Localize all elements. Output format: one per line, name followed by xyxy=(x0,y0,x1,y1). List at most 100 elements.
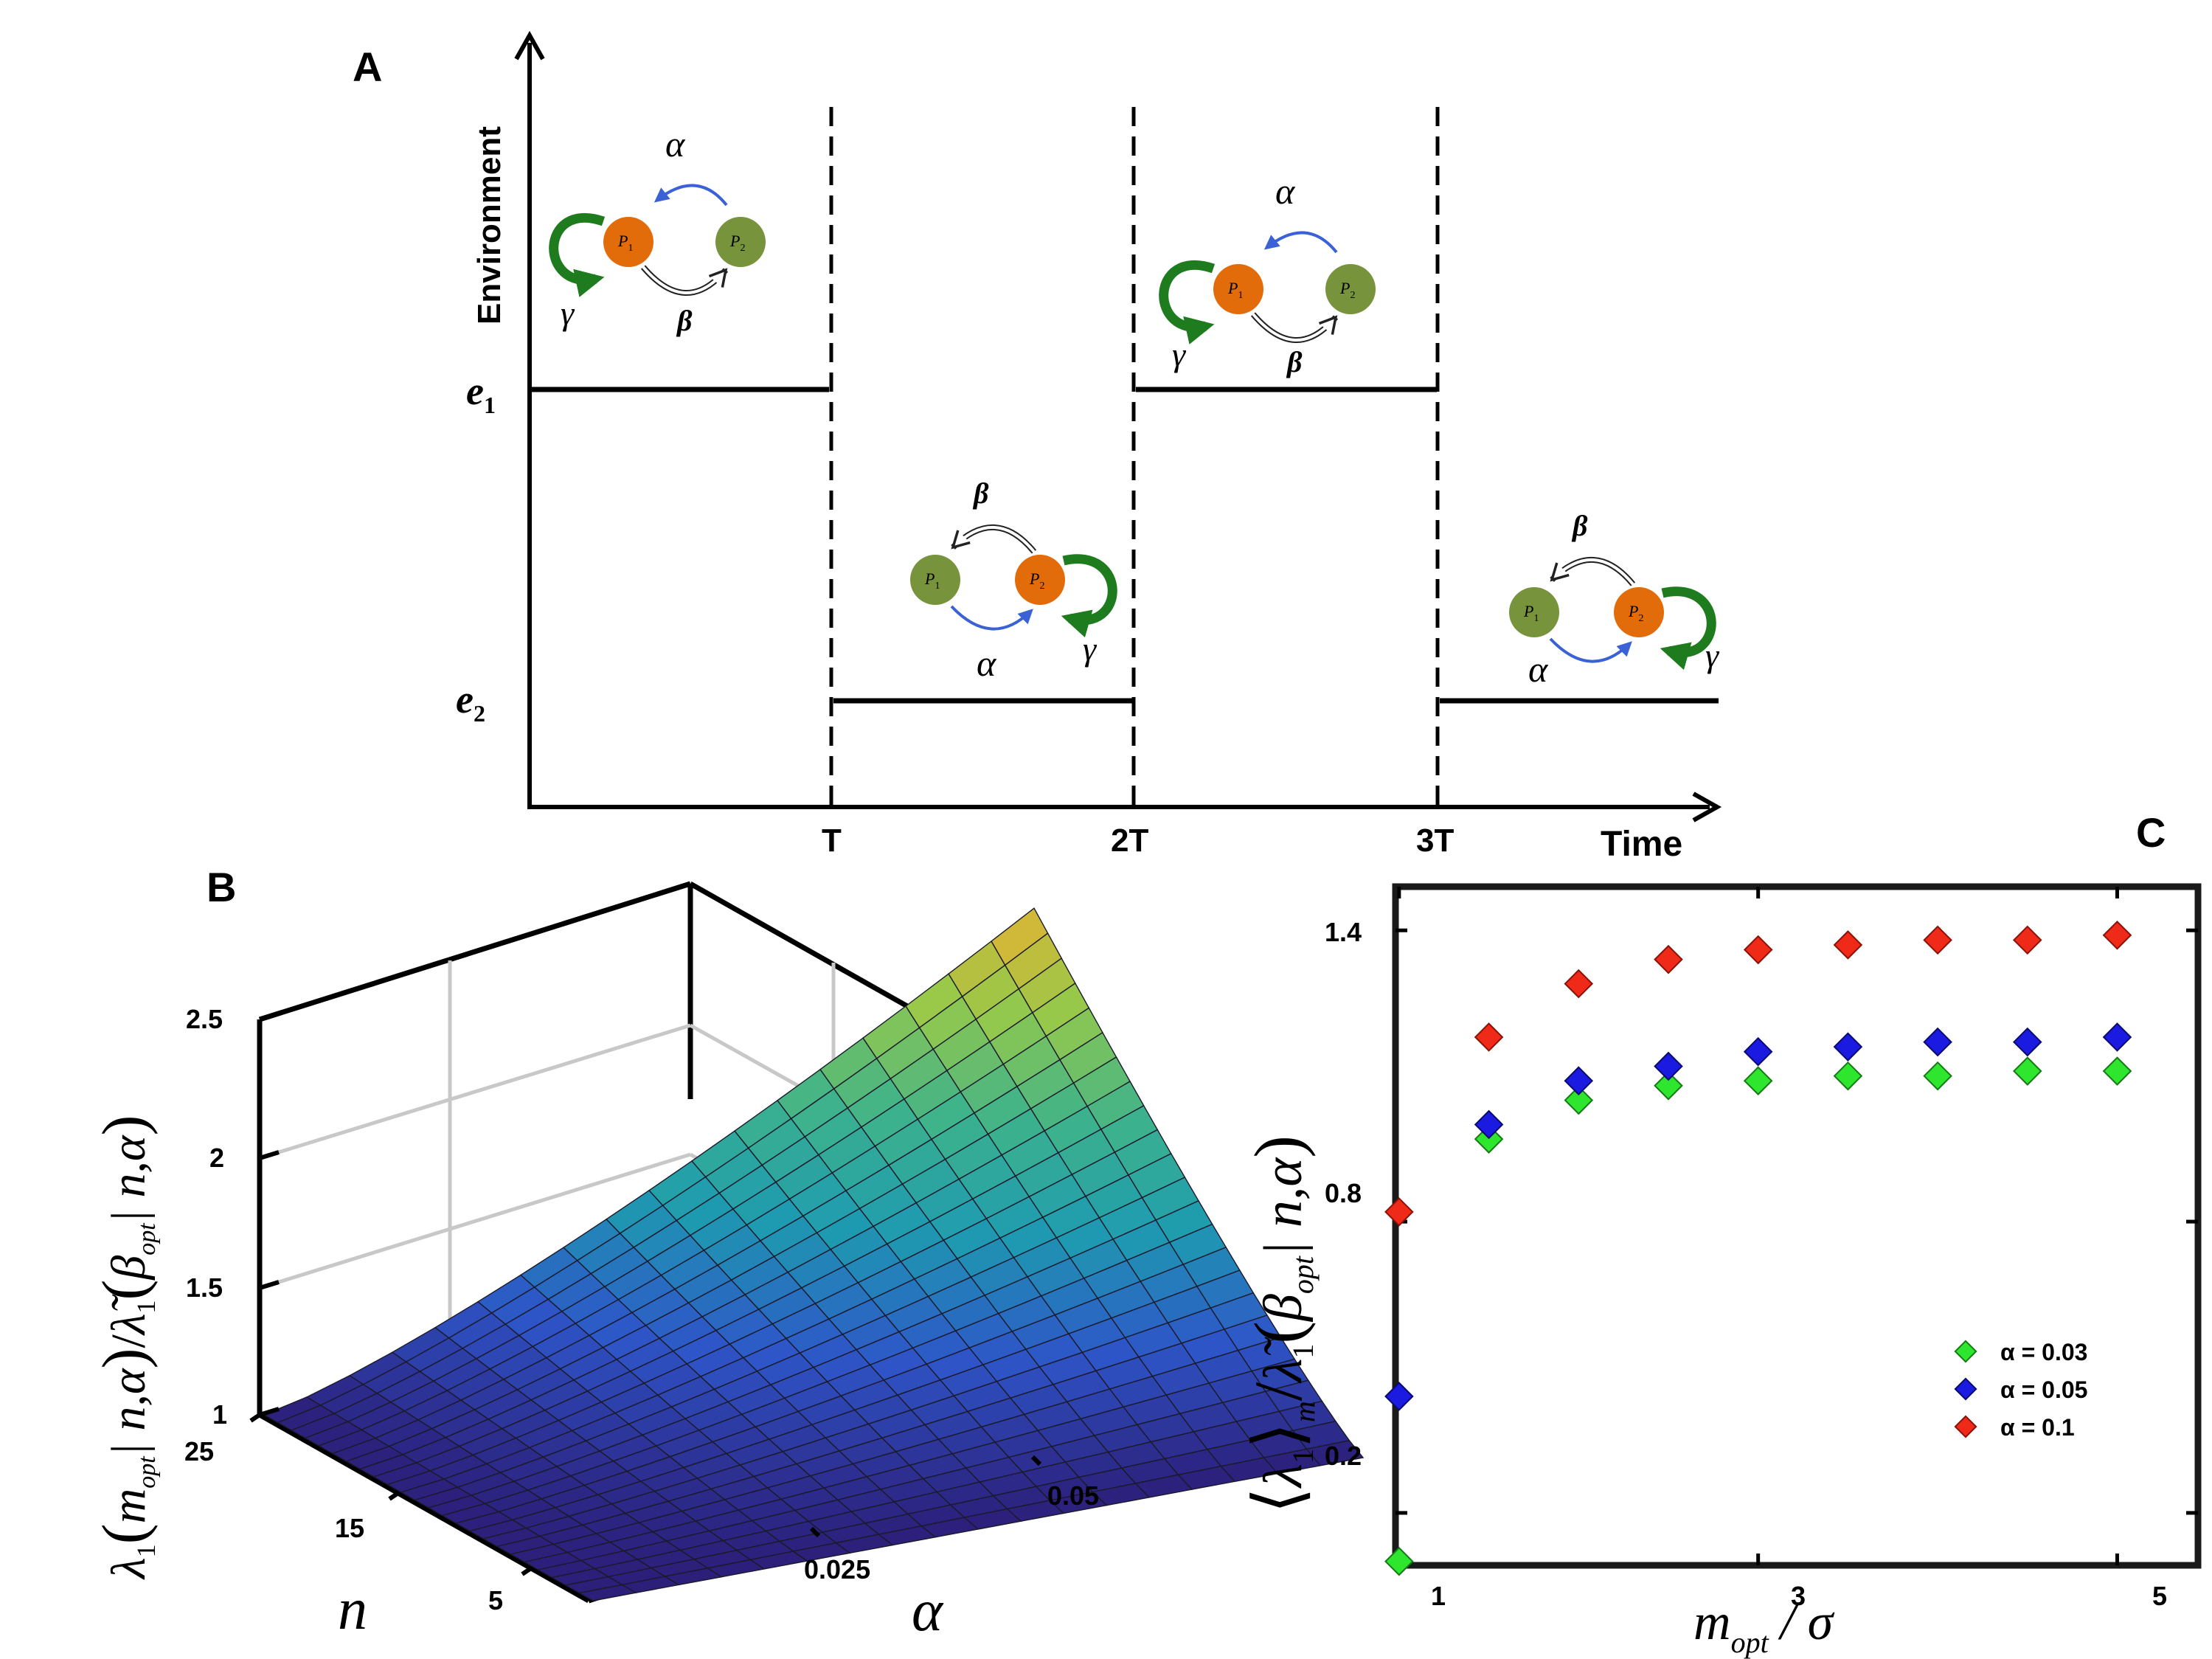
gridline xyxy=(259,1152,691,1290)
n-tick xyxy=(249,1413,261,1423)
panel-c: C 1 3 5 0.2 0.8 1.4 α = 0.03 α = 0.05 α … xyxy=(1241,809,2202,1659)
alpha-tick xyxy=(809,1526,821,1538)
panel-c-legend: α = 0.03 α = 0.05 α = 0.1 xyxy=(1954,1339,2087,1441)
phenotype-p2-node xyxy=(1325,264,1376,314)
data-point-series-1 xyxy=(1743,1066,1773,1096)
phenotype-p1-node xyxy=(910,555,960,605)
beta-arrow-inner xyxy=(1252,313,1338,342)
panel-c-label: C xyxy=(2136,809,2166,856)
n-axis-ticks xyxy=(249,1413,533,1576)
p1-label: P1 xyxy=(924,569,940,592)
beta-arrow-inner xyxy=(951,525,1036,553)
data-point-series-2 xyxy=(2012,1027,2042,1057)
c-y-axis-label: ⟨λ1⟩m/λ̃1(βopt| n,α) xyxy=(1241,1135,1321,1514)
data-point-series-2 xyxy=(2102,1022,2132,1052)
alpha-arrow xyxy=(653,184,728,207)
surface-plot xyxy=(263,907,1365,1601)
legend-marker-alpha-0-05 xyxy=(1954,1377,1977,1401)
alpha-label: α xyxy=(977,643,997,684)
gamma-arrow xyxy=(549,212,606,297)
alpha-axis-ticks xyxy=(809,1455,1042,1538)
alpha-arrow xyxy=(1549,637,1632,663)
data-point-series-3 xyxy=(2012,925,2042,955)
data-point-series-1 xyxy=(2102,1056,2132,1086)
phenotype-p1-node xyxy=(1213,264,1263,314)
c-y-tick-label-0-2: 0.2 xyxy=(1325,1441,1362,1471)
z-tick xyxy=(259,1407,280,1417)
z-tick xyxy=(259,1280,280,1290)
gamma-label: γ xyxy=(1172,336,1187,373)
gamma-label: γ xyxy=(561,294,575,332)
phenotype-p2-node xyxy=(1015,555,1065,605)
alpha-label: α xyxy=(1275,170,1296,212)
tick-t: T xyxy=(822,822,842,859)
panel-b: B 1 1.5 2 xyxy=(90,864,1365,1644)
data-point-series-2 xyxy=(1564,1066,1594,1096)
data-point-series-1 xyxy=(2012,1056,2042,1086)
gamma-arrow xyxy=(1159,260,1216,344)
c-x-tick-label-3: 3 xyxy=(1791,1581,1806,1611)
n-tick xyxy=(388,1491,400,1501)
z-tick-label-1-5: 1.5 xyxy=(186,1272,223,1303)
alpha-tick-label-0-05: 0.05 xyxy=(1047,1480,1099,1511)
beta-label: β xyxy=(1571,509,1588,542)
c-y-tick-label-0-8: 0.8 xyxy=(1325,1178,1362,1208)
data-point-series-2 xyxy=(1743,1036,1773,1067)
legend-marker-alpha-0-03 xyxy=(1954,1340,1977,1363)
data-point-series-2 xyxy=(1384,1382,1414,1411)
beta-arrow-inner xyxy=(642,266,728,294)
data-point-series-3 xyxy=(1654,944,1683,974)
data-point-series-2 xyxy=(1923,1027,1952,1057)
legend-marker-alpha-0-1 xyxy=(1954,1415,1977,1438)
z-tick xyxy=(259,1011,280,1022)
n-tick-label-15: 15 xyxy=(335,1513,364,1543)
gamma-label: γ xyxy=(1705,637,1720,674)
z-axis-ticks xyxy=(259,1011,280,1417)
panel-a-y-axis-arrowhead xyxy=(514,30,545,60)
legend-label-alpha-0-03: α = 0.03 xyxy=(2000,1339,2087,1365)
n-tick-label-5: 5 xyxy=(488,1585,503,1615)
n-axis-label: n xyxy=(338,1577,367,1642)
c-x-tick-label-5: 5 xyxy=(2152,1581,2167,1611)
panel-c-plot-frame xyxy=(1392,883,2202,1569)
box-floor-left xyxy=(258,1412,590,1604)
beta-label: β xyxy=(1286,345,1303,378)
c-x-axis-label: mopt / σ xyxy=(1693,1594,1835,1659)
data-point-series-3 xyxy=(1833,930,1863,960)
phenotype-p1-node xyxy=(603,217,653,267)
z-axis-label: λ1(mopt| n,α)/λ̃1(βopt| n,α) xyxy=(90,1115,161,1580)
phenotype-diagram-4: β α γ P1 P2 xyxy=(1509,509,1720,690)
p2-label: P2 xyxy=(1628,602,1643,624)
legend-label-alpha-0-1: α = 0.1 xyxy=(2000,1414,2075,1441)
tick-3t: 3T xyxy=(1416,822,1454,859)
p1-label: P1 xyxy=(617,232,633,254)
panel-a-y-axis-label: Environment xyxy=(471,126,507,325)
c-y-tick-label-1-4: 1.4 xyxy=(1325,917,1362,947)
phenotype-diagram-3: β α γ P1 P2 xyxy=(910,477,1117,684)
alpha-arrow xyxy=(950,605,1033,631)
gridline xyxy=(259,1023,691,1160)
alpha-label: α xyxy=(665,123,686,164)
data-point-series-3 xyxy=(1923,925,1952,955)
p2-label: P2 xyxy=(1029,569,1044,592)
surface-patch xyxy=(578,1584,637,1601)
z-tick-label-2: 2 xyxy=(209,1143,224,1173)
gamma-arrow xyxy=(1061,554,1117,638)
alpha-arrow xyxy=(1263,231,1338,254)
p2-label: P2 xyxy=(729,232,745,254)
beta-arrow-inner xyxy=(1550,558,1634,586)
gamma-label: γ xyxy=(1083,630,1098,668)
p2-label: P2 xyxy=(1339,279,1355,301)
e2-label: e2 xyxy=(456,677,485,727)
data-point-series-3 xyxy=(2102,920,2132,950)
data-point-series-3 xyxy=(1384,1197,1414,1227)
data-point-series-1 xyxy=(1564,1085,1594,1115)
tick-2t: 2T xyxy=(1111,822,1148,859)
panel-a-label: A xyxy=(353,44,382,90)
gamma-arrow xyxy=(1660,586,1716,671)
alpha-tick xyxy=(1030,1455,1042,1466)
alpha-axis-label: α xyxy=(912,1579,944,1644)
data-point-series-1 xyxy=(1654,1070,1683,1101)
data-point-series-1 xyxy=(1923,1061,1952,1091)
beta-label: β xyxy=(676,304,693,337)
